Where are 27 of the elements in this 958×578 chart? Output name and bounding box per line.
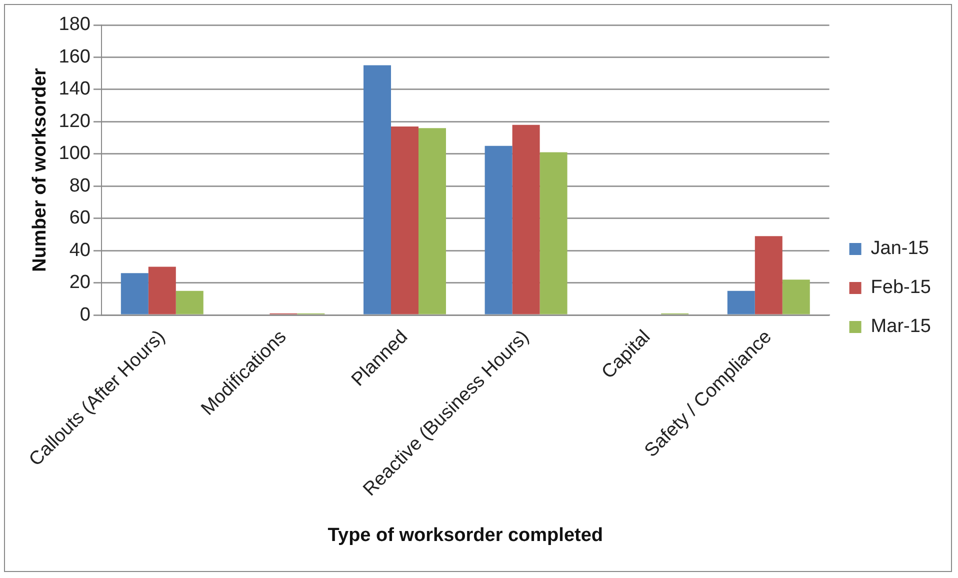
legend-label: Mar-15 bbox=[870, 316, 931, 338]
y-tick-label: 0 bbox=[80, 304, 90, 326]
legend-label: Jan-15 bbox=[870, 238, 929, 260]
bar bbox=[176, 290, 204, 314]
x-axis-title: Type of worksorder completed bbox=[328, 524, 603, 546]
bar bbox=[418, 128, 446, 314]
y-tick-label: 180 bbox=[58, 14, 90, 36]
y-tick-label: 60 bbox=[69, 208, 90, 229]
bar bbox=[782, 280, 810, 314]
legend-label: Feb-15 bbox=[870, 277, 931, 298]
y-tick-label: 100 bbox=[58, 143, 90, 164]
bar bbox=[727, 290, 755, 314]
bar bbox=[540, 152, 568, 314]
bar bbox=[484, 146, 512, 314]
y-axis-title: Number of worksorder bbox=[30, 68, 51, 272]
y-tick-label: 140 bbox=[58, 78, 90, 100]
y-tick-label: 160 bbox=[58, 46, 90, 68]
y-tick-label: 80 bbox=[69, 175, 90, 196]
bar bbox=[364, 65, 392, 314]
bar bbox=[512, 124, 540, 314]
bar bbox=[120, 273, 148, 314]
y-tick-label: 20 bbox=[69, 272, 90, 294]
bar bbox=[391, 126, 418, 314]
bar bbox=[754, 236, 782, 314]
y-tick-label: 120 bbox=[58, 110, 90, 132]
bar bbox=[148, 266, 176, 314]
y-tick-label: 40 bbox=[69, 240, 90, 261]
